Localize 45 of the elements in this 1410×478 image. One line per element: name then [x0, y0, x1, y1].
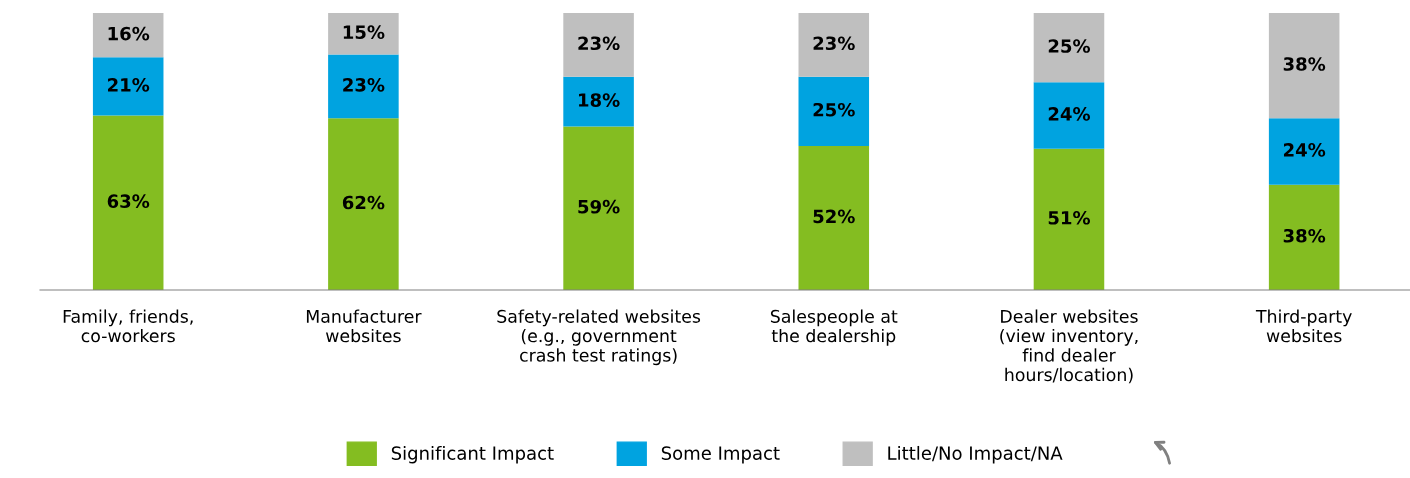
data-label: 38% — [1283, 57, 1326, 71]
bar — [92, 115, 164, 290]
bar — [1268, 184, 1340, 290]
bar — [798, 76, 870, 146]
bar — [328, 13, 399, 55]
x-tick-label: Safety-related websites (e.g., government crash test ratings) — [497, 309, 701, 366]
bar — [328, 54, 399, 119]
bar — [1033, 13, 1105, 83]
data-label: 59% — [578, 199, 620, 214]
bar — [563, 126, 634, 290]
x-tick-label: Manufacturer websites — [306, 309, 422, 343]
data-label: 23% — [578, 36, 620, 51]
x-tick-label: Family, friends, co-workers — [63, 309, 193, 343]
data-label: 25% — [813, 102, 855, 117]
x-tick-label: Salespeople at the dealership — [770, 309, 898, 346]
bar — [328, 118, 399, 290]
data-label: 25% — [1048, 39, 1090, 53]
bar — [798, 145, 870, 290]
data-label: 24% — [1283, 143, 1326, 157]
bar — [563, 76, 634, 127]
data-label: 38% — [1283, 228, 1326, 243]
bar — [563, 13, 634, 77]
data-label: 52% — [813, 209, 855, 224]
data-label: 21% — [108, 77, 150, 92]
bar — [1268, 13, 1340, 119]
data-label: 51% — [1048, 210, 1090, 225]
bar — [798, 13, 870, 77]
bar — [92, 57, 164, 116]
data-label: 15% — [343, 25, 385, 40]
x-tick-label: Dealer websites (view inventory, find dealer hours/location) — [1000, 309, 1138, 384]
legend-label: Some Impact — [661, 446, 780, 464]
data-label: 16% — [108, 26, 150, 41]
x-tick-label: Third-party websites — [1255, 309, 1352, 343]
data-label: 62% — [342, 195, 385, 210]
data-label: 24% — [1048, 107, 1090, 121]
legend-label: Significant Impact — [391, 445, 554, 464]
bar — [1033, 82, 1105, 149]
bar — [92, 13, 164, 58]
bar — [1033, 148, 1105, 290]
bar — [1268, 118, 1340, 185]
data-label: 23% — [813, 36, 855, 51]
data-label: 63% — [107, 194, 150, 208]
data-label: 23% — [343, 77, 385, 92]
legend-label: Little/No Impact/NA — [888, 445, 1063, 464]
data-label: 18% — [579, 93, 620, 107]
